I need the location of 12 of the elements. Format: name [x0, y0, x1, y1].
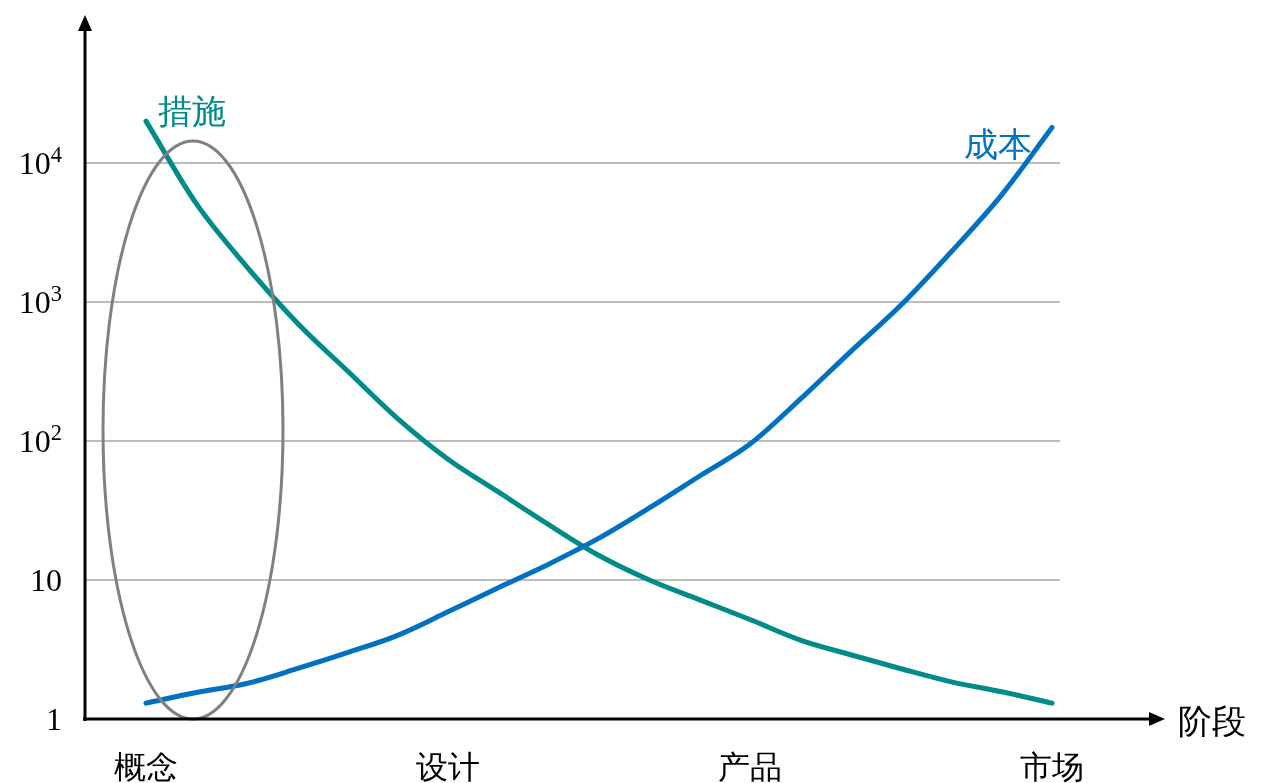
x-tick-label: 概念 — [114, 749, 178, 783]
y-tick-label: 10$^{2}$ — [18, 419, 62, 459]
series-label: 措施 — [158, 93, 226, 131]
x-axis-title: 阶段 — [1178, 703, 1246, 740]
x-tick-label: 设计 — [416, 749, 480, 783]
series-label: 成本 — [964, 125, 1032, 163]
y-tick-label: 10$^{3}$ — [18, 280, 62, 320]
y-tick-label: 10 — [30, 562, 62, 598]
y-tick-label: 1 — [46, 701, 62, 737]
x-tick-label: 产品 — [718, 749, 782, 783]
y-tick-label: 10$^{4}$ — [18, 141, 62, 181]
x-tick-label: 市场 — [1020, 749, 1084, 783]
